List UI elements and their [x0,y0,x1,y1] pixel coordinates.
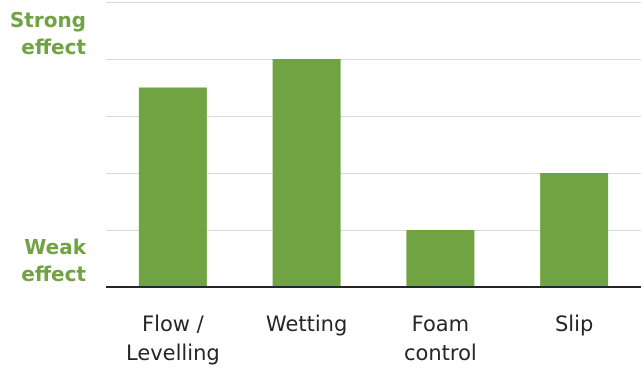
bar-foam-control [406,230,475,287]
bar-slip [540,173,609,287]
x-tick-label: Flow / Levelling [126,312,220,365]
x-tick-label: Foam control [403,312,477,365]
bar-flow-levelling [138,87,207,287]
x-tick-label: Wetting [265,312,348,336]
y-label-strong-effect: Strong effect [9,8,86,59]
y-label-weak-effect: Weak effect [21,235,86,286]
bars [138,59,609,287]
bar-wetting [272,59,341,287]
x-tick-label: Slip [554,312,594,336]
